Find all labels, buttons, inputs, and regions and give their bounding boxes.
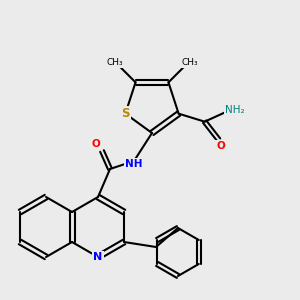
Text: NH: NH xyxy=(125,159,143,169)
Text: NH₂: NH₂ xyxy=(225,105,244,115)
Text: O: O xyxy=(216,141,225,151)
Text: CH₃: CH₃ xyxy=(106,58,123,67)
Text: CH₃: CH₃ xyxy=(181,58,198,67)
Text: O: O xyxy=(92,139,100,149)
Text: N: N xyxy=(93,252,103,262)
Text: S: S xyxy=(121,107,130,120)
